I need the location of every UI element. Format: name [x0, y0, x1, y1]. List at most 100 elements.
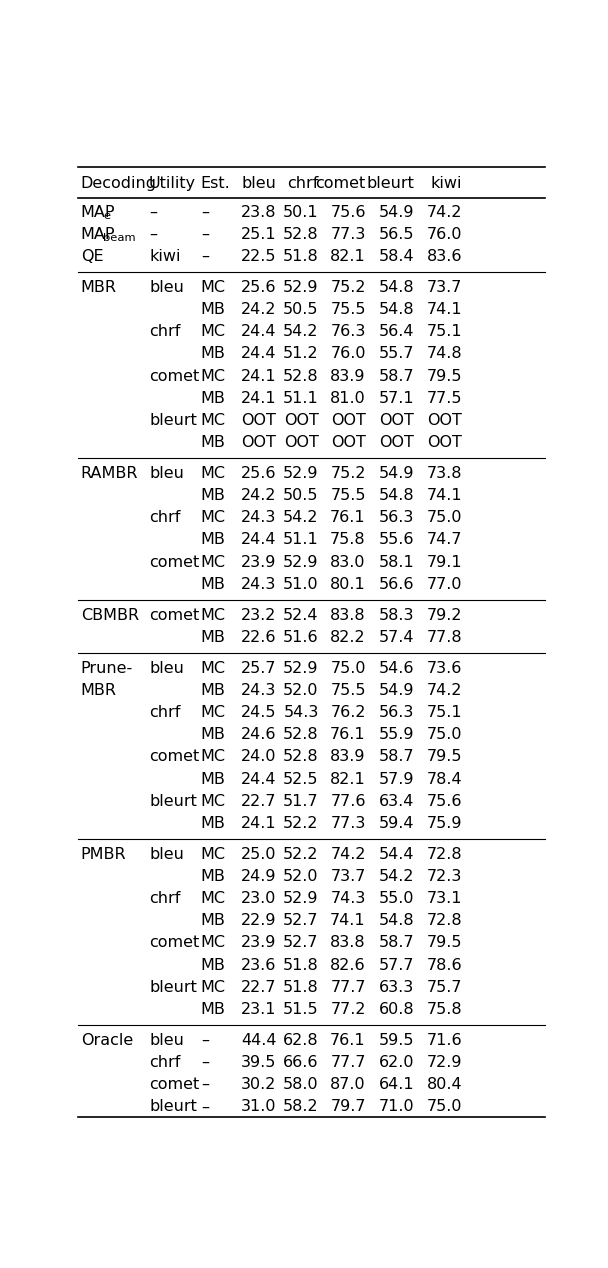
Text: 22.9: 22.9: [241, 913, 276, 928]
Text: PMBR: PMBR: [81, 847, 126, 862]
Text: MB: MB: [201, 435, 226, 450]
Text: 83.9: 83.9: [330, 749, 366, 765]
Text: 72.9: 72.9: [427, 1055, 462, 1070]
Text: 75.9: 75.9: [427, 815, 462, 831]
Text: 54.4: 54.4: [379, 847, 414, 862]
Text: 75.5: 75.5: [330, 683, 366, 697]
Text: 39.5: 39.5: [241, 1055, 276, 1070]
Text: 77.2: 77.2: [330, 1002, 366, 1017]
Text: 73.1: 73.1: [427, 891, 462, 907]
Text: OOT: OOT: [427, 435, 462, 450]
Text: 58.7: 58.7: [379, 749, 414, 765]
Text: e: e: [103, 210, 111, 221]
Text: 79.7: 79.7: [330, 1099, 366, 1115]
Text: 51.1: 51.1: [283, 533, 319, 548]
Text: 83.9: 83.9: [330, 369, 366, 384]
Text: 74.2: 74.2: [427, 683, 462, 697]
Text: Decoding: Decoding: [81, 176, 157, 191]
Text: MBR: MBR: [81, 280, 117, 295]
Text: 58.4: 58.4: [379, 249, 414, 264]
Text: MB: MB: [201, 728, 226, 742]
Text: 25.0: 25.0: [241, 847, 276, 862]
Text: 78.4: 78.4: [427, 772, 462, 786]
Text: 74.1: 74.1: [427, 488, 462, 503]
Text: 79.2: 79.2: [427, 607, 462, 623]
Text: 76.0: 76.0: [427, 227, 462, 242]
Text: comet: comet: [149, 554, 199, 569]
Text: 57.9: 57.9: [379, 772, 414, 786]
Text: –: –: [201, 1055, 209, 1070]
Text: 66.6: 66.6: [283, 1055, 319, 1070]
Text: 23.6: 23.6: [241, 957, 276, 973]
Text: 24.0: 24.0: [241, 749, 276, 765]
Text: 77.0: 77.0: [427, 577, 462, 592]
Text: 52.7: 52.7: [283, 936, 319, 951]
Text: 83.6: 83.6: [427, 249, 462, 264]
Text: 55.9: 55.9: [379, 728, 414, 742]
Text: 51.8: 51.8: [283, 980, 319, 995]
Text: MC: MC: [201, 467, 226, 481]
Text: CBMBR: CBMBR: [81, 607, 139, 623]
Text: 82.2: 82.2: [330, 630, 366, 645]
Text: OOT: OOT: [284, 435, 319, 450]
Text: MB: MB: [201, 1002, 226, 1017]
Text: chrf: chrf: [149, 1055, 181, 1070]
Text: bleu: bleu: [149, 467, 184, 481]
Text: 24.4: 24.4: [241, 346, 276, 361]
Text: kiwi: kiwi: [431, 176, 462, 191]
Text: 76.1: 76.1: [330, 728, 366, 742]
Text: –: –: [201, 1099, 209, 1115]
Text: 24.1: 24.1: [241, 369, 276, 384]
Text: 76.0: 76.0: [330, 346, 366, 361]
Text: 75.2: 75.2: [330, 280, 366, 295]
Text: MAP: MAP: [81, 204, 115, 219]
Text: 25.6: 25.6: [241, 467, 276, 481]
Text: 54.9: 54.9: [379, 204, 414, 219]
Text: 62.0: 62.0: [379, 1055, 414, 1070]
Text: 77.3: 77.3: [330, 815, 366, 831]
Text: 73.7: 73.7: [330, 869, 366, 884]
Text: MC: MC: [201, 280, 226, 295]
Text: 87.0: 87.0: [330, 1078, 366, 1092]
Text: 58.7: 58.7: [379, 369, 414, 384]
Text: 54.3: 54.3: [283, 705, 319, 720]
Text: bleurt: bleurt: [149, 1099, 197, 1115]
Text: 23.9: 23.9: [241, 554, 276, 569]
Text: MB: MB: [201, 577, 226, 592]
Text: Prune-: Prune-: [81, 661, 133, 676]
Text: 58.0: 58.0: [283, 1078, 319, 1092]
Text: 58.2: 58.2: [283, 1099, 319, 1115]
Text: 76.2: 76.2: [330, 705, 366, 720]
Text: bleu: bleu: [149, 1033, 184, 1047]
Text: 77.3: 77.3: [330, 227, 366, 242]
Text: 52.8: 52.8: [283, 227, 319, 242]
Text: bleu: bleu: [149, 847, 184, 862]
Text: 75.2: 75.2: [330, 467, 366, 481]
Text: 51.7: 51.7: [283, 794, 319, 809]
Text: 62.8: 62.8: [283, 1033, 319, 1047]
Text: 51.0: 51.0: [283, 577, 319, 592]
Text: 51.5: 51.5: [283, 1002, 319, 1017]
Text: 23.0: 23.0: [241, 891, 276, 907]
Text: 75.5: 75.5: [330, 488, 366, 503]
Text: 24.3: 24.3: [241, 510, 276, 525]
Text: MB: MB: [201, 957, 226, 973]
Text: 55.7: 55.7: [379, 346, 414, 361]
Text: MC: MC: [201, 980, 226, 995]
Text: 52.9: 52.9: [283, 554, 319, 569]
Text: 57.7: 57.7: [379, 957, 414, 973]
Text: 59.5: 59.5: [379, 1033, 414, 1047]
Text: 51.6: 51.6: [283, 630, 319, 645]
Text: 51.8: 51.8: [283, 957, 319, 973]
Text: 80.1: 80.1: [330, 577, 366, 592]
Text: 77.5: 77.5: [427, 391, 462, 406]
Text: 75.5: 75.5: [330, 302, 366, 317]
Text: 74.8: 74.8: [427, 346, 462, 361]
Text: 55.0: 55.0: [379, 891, 414, 907]
Text: 52.9: 52.9: [283, 661, 319, 676]
Text: 24.9: 24.9: [241, 869, 276, 884]
Text: 73.8: 73.8: [427, 467, 462, 481]
Text: MB: MB: [201, 630, 226, 645]
Text: 24.4: 24.4: [241, 772, 276, 786]
Text: 74.1: 74.1: [427, 302, 462, 317]
